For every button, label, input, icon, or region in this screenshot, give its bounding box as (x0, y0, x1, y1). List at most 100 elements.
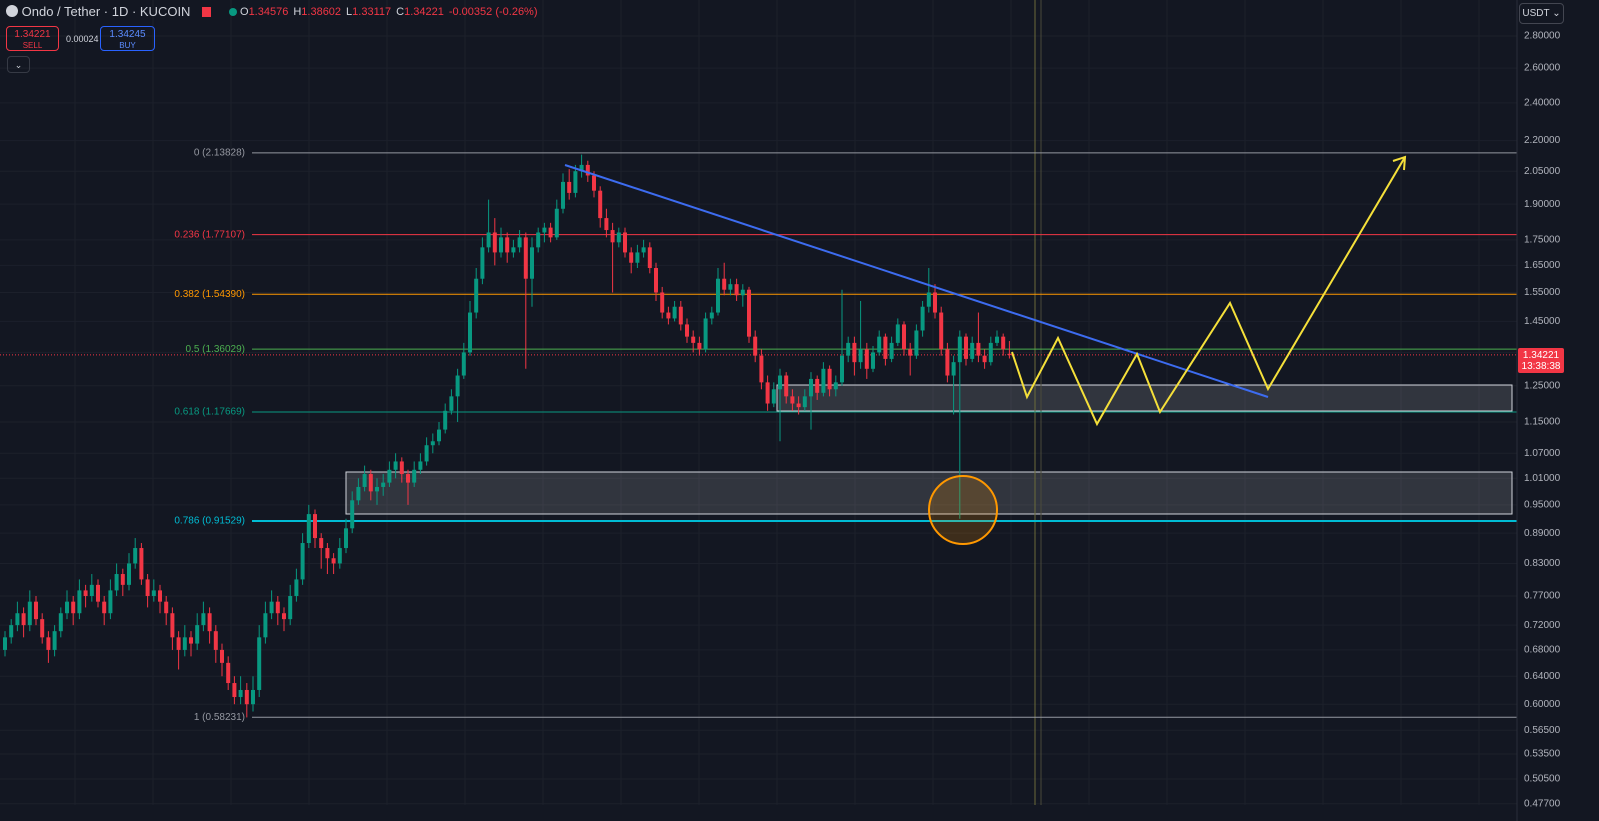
axis-background (1517, 0, 1599, 821)
candle-body (437, 429, 441, 442)
candle-body (1007, 353, 1012, 355)
logo (6, 5, 18, 17)
candle-body (697, 342, 702, 350)
candle-body (108, 590, 113, 614)
candle-body (27, 601, 32, 626)
candle-body (244, 689, 249, 705)
countdown: 13:38:38 (1521, 361, 1561, 372)
candle-body (313, 514, 317, 539)
candle-body (356, 486, 361, 501)
candle-body (908, 349, 913, 356)
candle-body (722, 278, 727, 290)
candle-body (294, 579, 299, 596)
candle-body (449, 396, 454, 411)
y-tick-label: 1.45000 (1524, 316, 1561, 327)
candle-body (195, 625, 200, 644)
candle-body (164, 601, 169, 614)
candle-body (982, 355, 987, 363)
candle-body (114, 574, 119, 591)
drawings-under (345, 0, 1513, 805)
candle-body (251, 689, 255, 705)
candle-body (424, 445, 429, 462)
y-tick-label: 1.15000 (1524, 417, 1561, 428)
candle-body (306, 514, 311, 544)
candle-body (83, 590, 88, 596)
candle-body (895, 324, 900, 343)
candle-body (827, 368, 832, 390)
candle-body (52, 631, 57, 650)
ohlc-value: 1.38602 (301, 6, 342, 18)
candle-body (220, 649, 224, 663)
y-tick-label: 1.90000 (1524, 199, 1561, 210)
buy-button[interactable]: 1.34245 BUY (100, 26, 155, 51)
candle-body (877, 336, 882, 353)
sell-price: 1.34221 (14, 29, 51, 40)
candle-body (337, 548, 342, 564)
candle-body (71, 601, 76, 614)
candle-body (902, 324, 906, 350)
y-tick-label: 0.47700 (1524, 798, 1561, 809)
candle-body (282, 613, 286, 620)
y-tick-label: 0.53500 (1524, 749, 1561, 760)
candle-body (226, 662, 231, 684)
candle-body (815, 378, 820, 393)
ohlc-key: H (293, 6, 302, 18)
candle-body (120, 574, 125, 585)
candle-body (660, 292, 665, 313)
sell-button[interactable]: 1.34221 SELL (6, 26, 59, 51)
buy-price: 1.34245 (109, 29, 146, 40)
candle-body (728, 284, 733, 290)
last-price: 1.34221 (1522, 350, 1560, 361)
candle-body (976, 342, 981, 356)
ohlc-key: L (346, 6, 353, 18)
fib-label: 0.618 (1.17669) (174, 407, 245, 418)
flag-icon[interactable] (202, 7, 212, 17)
last-price-badge: 1.34221 13:38:38 (1518, 348, 1564, 373)
candle-body (362, 474, 367, 487)
candle-body (548, 227, 553, 238)
candle-body (604, 218, 609, 231)
candle-body (418, 461, 423, 470)
candle-body (920, 306, 925, 331)
candle-body (592, 175, 596, 191)
status-dot (228, 8, 237, 16)
candle-body (647, 247, 652, 269)
candle-body (871, 352, 875, 369)
candle-body (176, 637, 181, 650)
symbol[interactable]: Ondo / Tether · 1D · KUCOIN (21, 4, 191, 19)
fib-label: 0.5 (1.36029) (186, 344, 246, 355)
candle-body (182, 637, 187, 650)
candle-body (263, 613, 268, 638)
candle-body (734, 284, 739, 296)
candle-body (672, 306, 677, 319)
candle-body (970, 342, 975, 359)
trend-line (564, 164, 1269, 398)
candle-body (511, 247, 516, 253)
candle-body (666, 312, 671, 319)
candle-body (455, 375, 460, 397)
candle-body (344, 528, 348, 549)
candle-body (499, 237, 503, 253)
candle-body (833, 382, 838, 390)
y-tick-label: 1.07000 (1524, 448, 1561, 459)
sell-label: SELL (22, 41, 43, 50)
candle-body (542, 227, 547, 233)
change: -0.00352 (-0.26%) (448, 6, 538, 18)
collapse-button[interactable]: ⌄ (7, 56, 30, 73)
candle-body (926, 292, 931, 307)
y-tick-label: 2.05000 (1524, 166, 1561, 177)
y-tick-label: 0.50500 (1524, 774, 1561, 785)
buy-label: BUY (119, 41, 136, 50)
y-tick-label: 2.40000 (1524, 97, 1561, 108)
candle-body (213, 631, 218, 650)
candle-body (740, 289, 745, 296)
candle-body (635, 252, 640, 263)
y-tick-label: 0.72000 (1524, 620, 1561, 631)
currency-button[interactable]: USDT ⌄ (1519, 3, 1564, 24)
candle-body (691, 336, 696, 343)
candle-body (771, 389, 776, 404)
candle-body (201, 613, 206, 626)
fib-label: 0.236 (1.77107) (174, 229, 245, 240)
y-tick-label: 2.80000 (1524, 31, 1561, 42)
